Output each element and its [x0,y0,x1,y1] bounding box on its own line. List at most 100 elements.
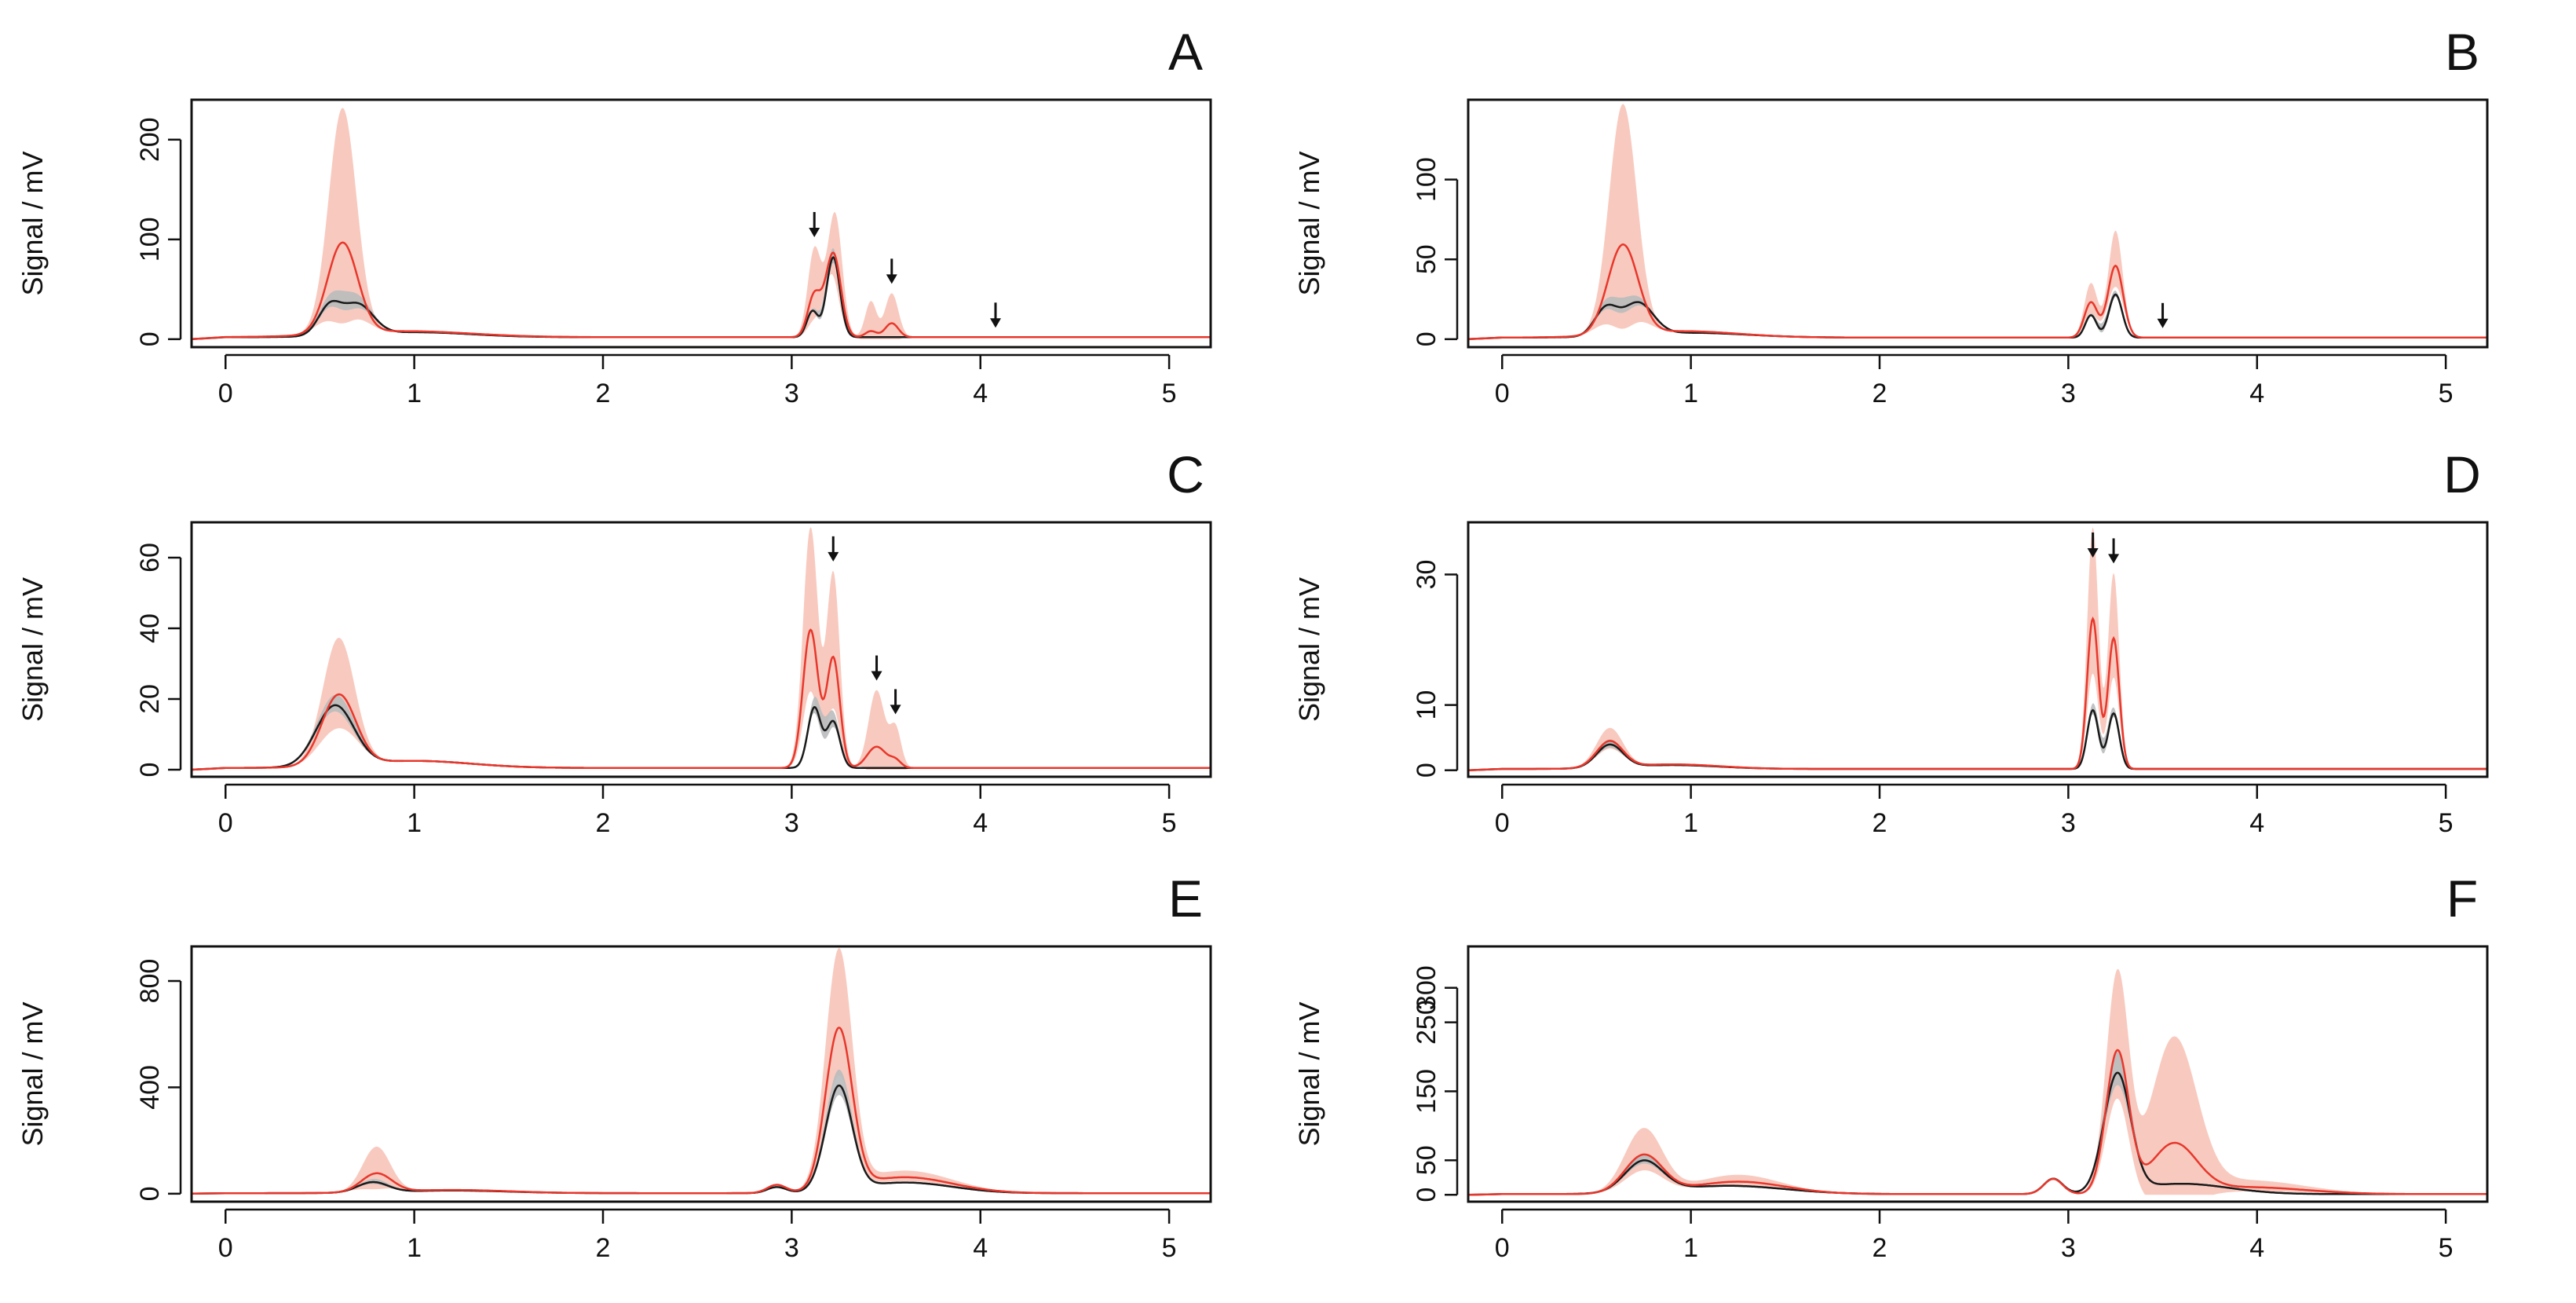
arrow-marker [890,689,901,715]
y-axis-title: Signal / mV [16,1001,49,1146]
arrow-marker [2108,538,2120,564]
panel-letter: A [1168,23,1203,81]
arrow-marker [2087,533,2099,558]
arrow-marker [871,655,882,681]
arrow-marker [828,536,839,562]
x-tick-label: 0 [1495,1233,1510,1263]
arrow-head [828,551,839,562]
x-tick-label: 4 [973,1233,988,1263]
plot-area [192,108,1211,341]
x-tick-label: 5 [1162,808,1177,838]
series-black-line [192,1084,1211,1195]
arrow-marker [989,302,1001,328]
arrow-head [2108,554,2120,564]
x-tick-label: 0 [218,1233,233,1263]
arrow-head [871,671,882,681]
y-tick-label: 0 [135,331,165,346]
y-tick-label: 800 [135,959,165,1004]
x-tick-label: 3 [2061,379,2076,408]
arrow-head [890,705,901,715]
panel-letter: D [2443,445,2481,503]
y-tick-label: 30 [1412,560,1441,590]
plot-frame [190,98,1212,349]
chart-panel-c: 0 1 2 3 4 5 0 20 40 60 Signal / mV C [16,445,1212,838]
y-tick-label: 0 [1412,1188,1441,1202]
series-red-line [1468,243,2487,341]
panel-letter: F [2446,869,2478,928]
y-tick-label: 0 [135,763,165,778]
arrow-marker [809,211,820,237]
x-tick-label: 0 [1495,808,1510,838]
y-axis-title: Signal / mV [1293,151,1325,295]
x-tick-label: 1 [1683,808,1698,838]
series-red-line [192,241,1211,341]
y-axis-title: Signal / mV [16,151,49,295]
x-tick-label: 0 [218,379,233,408]
x-tick-label: 3 [2061,808,2076,838]
series-red-band [1502,527,2487,770]
series-red-band [1502,104,2487,338]
x-tick-label: 5 [1162,1233,1177,1263]
plot-frame [1467,98,2489,349]
plot-area [1468,968,2487,1196]
arrow-head [2087,548,2099,558]
plot-frame [1467,945,2489,1203]
series-red-band [225,108,1211,339]
series-red-line [1468,616,2487,771]
x-tick-label: 5 [1162,379,1177,408]
plot-frame [190,945,1212,1203]
y-tick-label: 0 [1412,763,1441,778]
y-tick-label: 250 [1412,1000,1441,1045]
chart-panel-d: 0 1 2 3 4 5 0 10 30 Signal / mV D [1293,445,2489,838]
panel-letter: B [2445,23,2479,81]
y-tick-label: 100 [1412,157,1441,202]
series-black-band [225,694,1211,768]
y-tick-label: 150 [1412,1069,1441,1114]
x-tick-label: 2 [1873,1233,1887,1263]
x-tick-label: 1 [407,1233,422,1263]
x-tick-label: 4 [2249,1233,2264,1263]
x-tick-label: 1 [407,379,422,408]
arrow-head [809,227,820,237]
plot-area [192,948,1211,1195]
panel-letter: C [1167,445,1204,503]
y-tick-label: 400 [135,1065,165,1110]
x-tick-label: 1 [1683,1233,1698,1263]
x-tick-label: 2 [1873,808,1887,838]
y-axis-title: Signal / mV [1293,577,1325,722]
x-tick-label: 0 [218,808,233,838]
plot-area [1468,527,2487,771]
panel-letter: E [1168,869,1203,928]
arrow-marker [2157,302,2169,328]
arrow-head [989,318,1001,328]
arrow-head [886,274,897,284]
plot-frame [1467,521,2489,778]
x-tick-label: 3 [784,808,799,838]
plot-area [192,527,1211,771]
y-tick-label: 60 [135,543,165,573]
arrow-head [2157,318,2169,328]
x-tick-label: 5 [2439,1233,2454,1263]
y-tick-label: 300 [1412,965,1441,1010]
x-tick-label: 2 [1873,379,1887,408]
y-tick-label: 200 [135,117,165,162]
arrow-marker [886,258,897,284]
y-tick-label: 50 [1412,1145,1441,1175]
x-tick-label: 5 [2439,379,2454,408]
series-red-line [1468,1049,2487,1196]
x-tick-label: 5 [2439,808,2454,838]
plot-frame [190,521,1212,778]
series-red-band [225,527,1211,770]
x-tick-label: 0 [1495,379,1510,408]
x-tick-label: 2 [596,808,611,838]
x-tick-label: 4 [973,808,988,838]
y-tick-label: 0 [1412,331,1441,346]
x-tick-label: 1 [407,808,422,838]
series-red-band [225,948,1211,1194]
series-red-line [192,1027,1211,1195]
chart-panel-e: 0 1 2 3 4 5 0 400 800 Signal / mV E [16,869,1212,1263]
y-tick-label: 100 [135,217,165,262]
